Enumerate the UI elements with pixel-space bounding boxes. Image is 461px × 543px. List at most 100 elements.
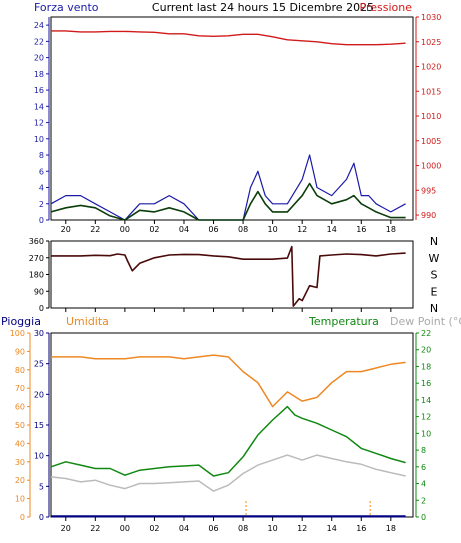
x-tick-label: 18 <box>386 524 396 533</box>
x-tick-label: 02 <box>149 524 159 533</box>
temperature-axis-tick-label: 10 <box>421 429 431 438</box>
temperature-axis-tick-label: 18 <box>421 362 431 371</box>
humidity-axis-tick-label: 70 <box>15 384 25 393</box>
wind-direction-panel <box>50 240 414 309</box>
wind-axis-tick-label: 22 <box>34 37 44 46</box>
temperature-axis-tick-label: 0 <box>421 513 426 522</box>
temperature-axis-tick-label: 6 <box>421 463 426 472</box>
temperature-axis-tick-label: 12 <box>421 413 431 422</box>
compass-label: W <box>429 252 440 265</box>
wind-axis-tick-label: 2 <box>39 200 44 209</box>
humidity-axis-tick-label: 30 <box>15 458 25 467</box>
compass-label: N <box>430 302 438 315</box>
wind-axis-tick-label: 24 <box>34 21 44 30</box>
x-tick-label: 14 <box>327 225 337 234</box>
x-tick-label: 06 <box>208 225 218 234</box>
temp-humidity-panel <box>50 332 414 518</box>
x-tick-label: 20 <box>61 225 71 234</box>
temperature-axis-label: Temperatura <box>308 315 379 328</box>
direction-axis-tick-label: 180 <box>29 271 44 280</box>
wind-pressure-panel <box>50 16 414 221</box>
x-tick-label: 18 <box>386 225 396 234</box>
x-tick-label: 04 <box>179 524 189 533</box>
compass-label: N <box>430 235 438 248</box>
pressure-axis-tick-label: 1000 <box>421 162 441 171</box>
wind-axis-tick-label: 10 <box>34 135 44 144</box>
rain-axis-tick-label: 20 <box>34 390 44 399</box>
x-tick-label: 04 <box>179 225 189 234</box>
x-tick-label: 00 <box>120 225 130 234</box>
wind-axis-tick-label: 16 <box>34 86 44 95</box>
chart-title: Current last 24 hours 15 Dicembre 2025 <box>152 1 374 14</box>
rain-axis-tick-label: 25 <box>34 360 44 369</box>
rain-axis-tick-label: 30 <box>34 329 44 338</box>
humidity-axis-tick-label: 90 <box>15 347 25 356</box>
wind-panel-label: Forza vento <box>34 1 99 14</box>
humidity-axis-tick-label: 60 <box>15 403 25 412</box>
pressure-panel-label: Pressione <box>360 1 413 14</box>
x-tick-label: 22 <box>90 524 100 533</box>
x-tick-label: 12 <box>297 225 307 234</box>
wind-axis-tick-label: 12 <box>34 119 44 128</box>
humidity-axis-tick-label: 50 <box>15 421 25 430</box>
wind-direction-line <box>51 245 406 307</box>
temperature-line <box>50 405 406 477</box>
x-tick-label: 12 <box>297 524 307 533</box>
direction-axis-tick-label: 90 <box>34 287 44 296</box>
x-tick-label: 16 <box>356 524 366 533</box>
compass-label: S <box>431 269 438 282</box>
compass-label: E <box>431 285 438 298</box>
temperature-axis-tick-label: 8 <box>421 446 426 455</box>
pressure-axis-tick-label: 1025 <box>421 38 441 47</box>
chart-panels: 0246810121416182022249909951000100510101… <box>10 13 442 533</box>
pressure-axis-tick-label: 1015 <box>421 87 441 96</box>
x-tick-label: 16 <box>356 225 366 234</box>
wind-axis-tick-label: 14 <box>34 102 44 111</box>
humidity-line <box>51 354 406 408</box>
x-tick-label: 20 <box>61 524 71 533</box>
temperature-axis-tick-label: 14 <box>421 396 431 405</box>
dewpoint-line <box>50 454 406 492</box>
humidity-axis-tick-label: 20 <box>15 476 25 485</box>
wind-axis-tick-label: 8 <box>39 151 44 160</box>
wind-axis-tick-label: 6 <box>39 167 44 176</box>
direction-axis-tick-label: 360 <box>29 237 44 246</box>
wind-axis-tick-label: 20 <box>34 54 44 63</box>
x-tick-label: 00 <box>120 524 130 533</box>
temperature-axis-tick-label: 20 <box>421 346 431 355</box>
pressure-line <box>51 30 406 46</box>
pressure-axis-tick-label: 1030 <box>421 13 441 22</box>
x-tick-label: 10 <box>268 225 278 234</box>
temperature-axis-tick-label: 22 <box>421 329 431 338</box>
humidity-axis-tick-label: 40 <box>15 439 25 448</box>
pressure-axis-tick-label: 990 <box>421 211 436 220</box>
humidity-axis-tick-label: 80 <box>15 366 25 375</box>
humidity-axis-tick-label: 0 <box>20 513 25 522</box>
wind-axis-tick-label: 4 <box>39 184 44 193</box>
temperature-axis-tick-label: 4 <box>421 480 426 489</box>
x-tick-label: 22 <box>90 225 100 234</box>
temperature-axis-tick-label: 16 <box>421 379 431 388</box>
rain-axis-tick-label: 10 <box>34 452 44 461</box>
humidity-axis-tick-label: 100 <box>10 329 25 338</box>
x-tick-label: 08 <box>238 225 248 234</box>
wind-average-line <box>50 182 406 221</box>
pressure-axis-tick-label: 995 <box>421 186 436 195</box>
rain-axis-tick-label: 5 <box>39 482 44 491</box>
temperature-axis-tick-label: 2 <box>421 496 426 505</box>
direction-axis-tick-label: 270 <box>29 254 44 263</box>
wind-axis-tick-label: 18 <box>34 70 44 79</box>
x-tick-label: 08 <box>238 524 248 533</box>
x-tick-label: 06 <box>208 524 218 533</box>
dewpoint-axis-label: Dew Point (°C) <box>390 315 461 328</box>
x-tick-label: 02 <box>149 225 159 234</box>
pressure-axis-tick-label: 1020 <box>421 63 441 72</box>
humidity-axis-label: Umidita <box>66 315 109 328</box>
x-tick-label: 14 <box>327 524 337 533</box>
pressure-axis-tick-label: 1005 <box>421 137 441 146</box>
direction-axis-tick-label: 0 <box>39 304 44 313</box>
rain-axis-label: Pioggia <box>1 315 41 328</box>
rain-axis-tick-label: 15 <box>34 421 44 430</box>
humidity-axis-tick-label: 10 <box>15 495 25 504</box>
